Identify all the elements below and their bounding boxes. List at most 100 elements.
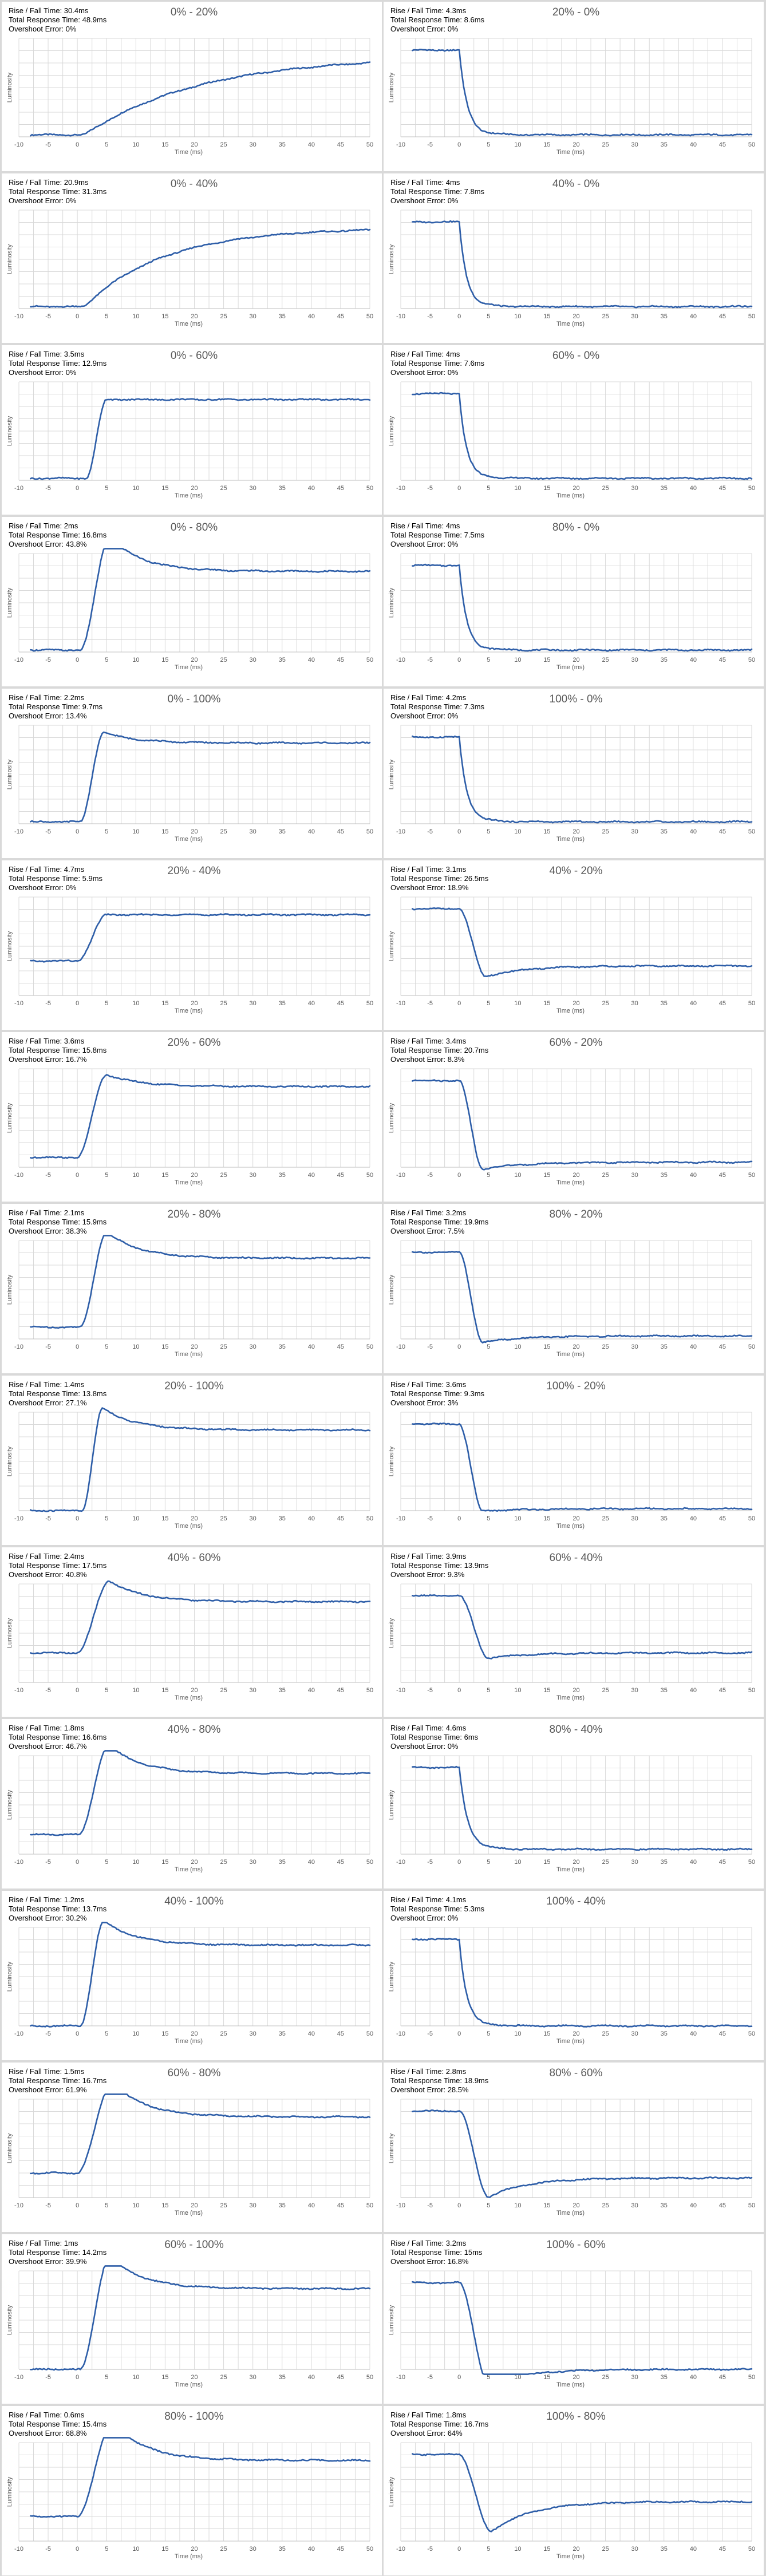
chart-title: 0% - 40% [170, 178, 218, 190]
x-tick-label: 50 [748, 828, 755, 835]
chart-title: 60% - 40% [549, 1552, 603, 1564]
series-line [30, 2093, 371, 2175]
series-line [412, 2452, 753, 2532]
y-axis-label: Luminosity [6, 587, 13, 618]
x-tick-label: -10 [396, 1687, 405, 1694]
x-tick-label: 30 [250, 657, 256, 663]
total-response-time-text: Total Response Time: 8.6ms [390, 15, 485, 24]
total-response-time-text: Total Response Time: 12.9ms [9, 359, 107, 368]
x-tick-label: 50 [366, 1344, 373, 1350]
x-tick-label: -10 [14, 1000, 23, 1007]
x-tick-label: 15 [543, 141, 550, 148]
x-tick-label: 20 [191, 828, 198, 835]
x-tick-label: 0 [457, 2030, 461, 2037]
x-tick-label: 5 [105, 1687, 108, 1694]
x-tick-label: 35 [661, 1344, 668, 1350]
rise-fall-time-text: Rise / Fall Time: 1.8ms [9, 1724, 85, 1732]
x-tick-label: -10 [14, 1859, 23, 1866]
y-axis-label: Luminosity [6, 2133, 13, 2163]
x-tick-label: -10 [396, 2546, 405, 2553]
x-tick-label: 45 [719, 1172, 726, 1179]
x-tick-label: 0 [457, 1515, 461, 1522]
chart-stats: Rise / Fall Time: 1.5ms Total Response Ti… [9, 2067, 106, 2095]
chart-title: 20% - 0% [552, 6, 600, 18]
x-tick-label: 10 [132, 141, 139, 148]
x-tick-label: 30 [250, 485, 256, 492]
overshoot-error-text: Overshoot Error: 38.3% [9, 1227, 87, 1235]
x-tick-label: 15 [161, 828, 168, 835]
y-axis-label: Luminosity [6, 244, 13, 274]
chart-title: 60% - 80% [167, 2067, 221, 2079]
x-tick-label: 30 [250, 2202, 256, 2209]
x-axis-label: Time (ms) [175, 321, 203, 327]
chart-panel: Rise / Fall Time: 3.1ms Total Response Ti… [384, 860, 764, 1030]
x-tick-label: 40 [690, 1687, 697, 1694]
x-tick-label: 25 [602, 1344, 609, 1350]
x-tick-label: 10 [514, 313, 521, 320]
rise-fall-time-text: Rise / Fall Time: 1.8ms [390, 2411, 467, 2419]
x-tick-label: -10 [396, 1859, 405, 1866]
x-tick-label: 35 [661, 2546, 668, 2553]
chart-stats: Rise / Fall Time: 4ms Total Response Time… [390, 178, 484, 206]
x-tick-label: -5 [45, 141, 51, 148]
x-tick-label: 10 [514, 485, 521, 492]
x-tick-label: 35 [279, 2374, 286, 2381]
rise-fall-time-text: Rise / Fall Time: 1ms [9, 2239, 78, 2247]
x-tick-label: 25 [602, 141, 609, 148]
x-tick-label: 50 [748, 141, 755, 148]
x-tick-label: 5 [487, 485, 490, 492]
y-axis-label: Luminosity [6, 2476, 13, 2507]
chart-stats: Rise / Fall Time: 4ms Total Response Time… [390, 521, 484, 549]
x-tick-label: 10 [132, 313, 139, 320]
x-tick-label: -10 [14, 2546, 23, 2553]
series-line [30, 228, 371, 308]
chart-title: 60% - 0% [552, 350, 600, 362]
x-tick-label: 40 [308, 485, 315, 492]
x-tick-label: -5 [427, 1172, 433, 1179]
x-tick-label: 20 [191, 2374, 198, 2381]
x-tick-label: 0 [76, 1000, 79, 1007]
x-tick-label: 35 [661, 1172, 668, 1179]
chart-stats: Rise / Fall Time: 4ms Total Response Time… [390, 350, 484, 377]
x-tick-label: 40 [690, 1859, 697, 1866]
chart-panel: Rise / Fall Time: 4.1ms Total Response Ti… [384, 1891, 764, 2060]
x-tick-label: 45 [719, 313, 726, 320]
x-tick-label: 25 [602, 1172, 609, 1179]
x-axis-label: Time (ms) [556, 2553, 585, 2560]
chart-title: 20% - 80% [167, 1208, 221, 1220]
x-tick-label: 15 [161, 1344, 168, 1350]
chart-stats: Rise / Fall Time: 2.8ms Total Response Ti… [390, 2067, 488, 2095]
total-response-time-text: Total Response Time: 9.7ms [9, 702, 103, 711]
rise-fall-time-text: Rise / Fall Time: 2.2ms [9, 693, 85, 702]
x-tick-label: 50 [366, 2546, 373, 2553]
y-axis-label: Luminosity [388, 1274, 395, 1305]
x-tick-label: 40 [690, 828, 697, 835]
x-tick-label: 10 [514, 2202, 521, 2209]
x-tick-label: -5 [427, 2546, 433, 2553]
overshoot-error-text: Overshoot Error: 16.7% [9, 1055, 87, 1064]
chart-panel: Rise / Fall Time: 1ms Total Response Time… [2, 2234, 382, 2404]
x-tick-label: 25 [602, 485, 609, 492]
x-tick-label: 35 [661, 828, 668, 835]
y-axis-label: Luminosity [388, 1446, 395, 1476]
x-tick-label: 5 [487, 141, 490, 148]
series-line [412, 2281, 753, 2375]
x-tick-label: 10 [132, 1687, 139, 1694]
x-tick-label: 5 [487, 2546, 490, 2553]
x-tick-label: 5 [487, 1515, 490, 1522]
x-tick-label: 5 [105, 1859, 108, 1866]
series-line [412, 735, 753, 824]
x-tick-label: 40 [308, 1000, 315, 1007]
rise-fall-time-text: Rise / Fall Time: 0.6ms [9, 2411, 85, 2419]
x-tick-label: 35 [661, 1515, 668, 1522]
rise-fall-time-text: Rise / Fall Time: 2.1ms [9, 1208, 85, 1217]
x-tick-label: 40 [308, 828, 315, 835]
x-tick-label: 30 [250, 1000, 256, 1007]
rise-fall-time-text: Rise / Fall Time: 4.2ms [390, 693, 467, 702]
x-tick-label: 40 [690, 2546, 697, 2553]
chart-title: 80% - 0% [552, 521, 600, 534]
total-response-time-text: Total Response Time: 13.9ms [390, 1561, 489, 1570]
total-response-time-text: Total Response Time: 15.9ms [9, 1218, 107, 1226]
x-tick-label: 35 [279, 1687, 286, 1694]
x-axis-label: Time (ms) [175, 1866, 203, 1873]
